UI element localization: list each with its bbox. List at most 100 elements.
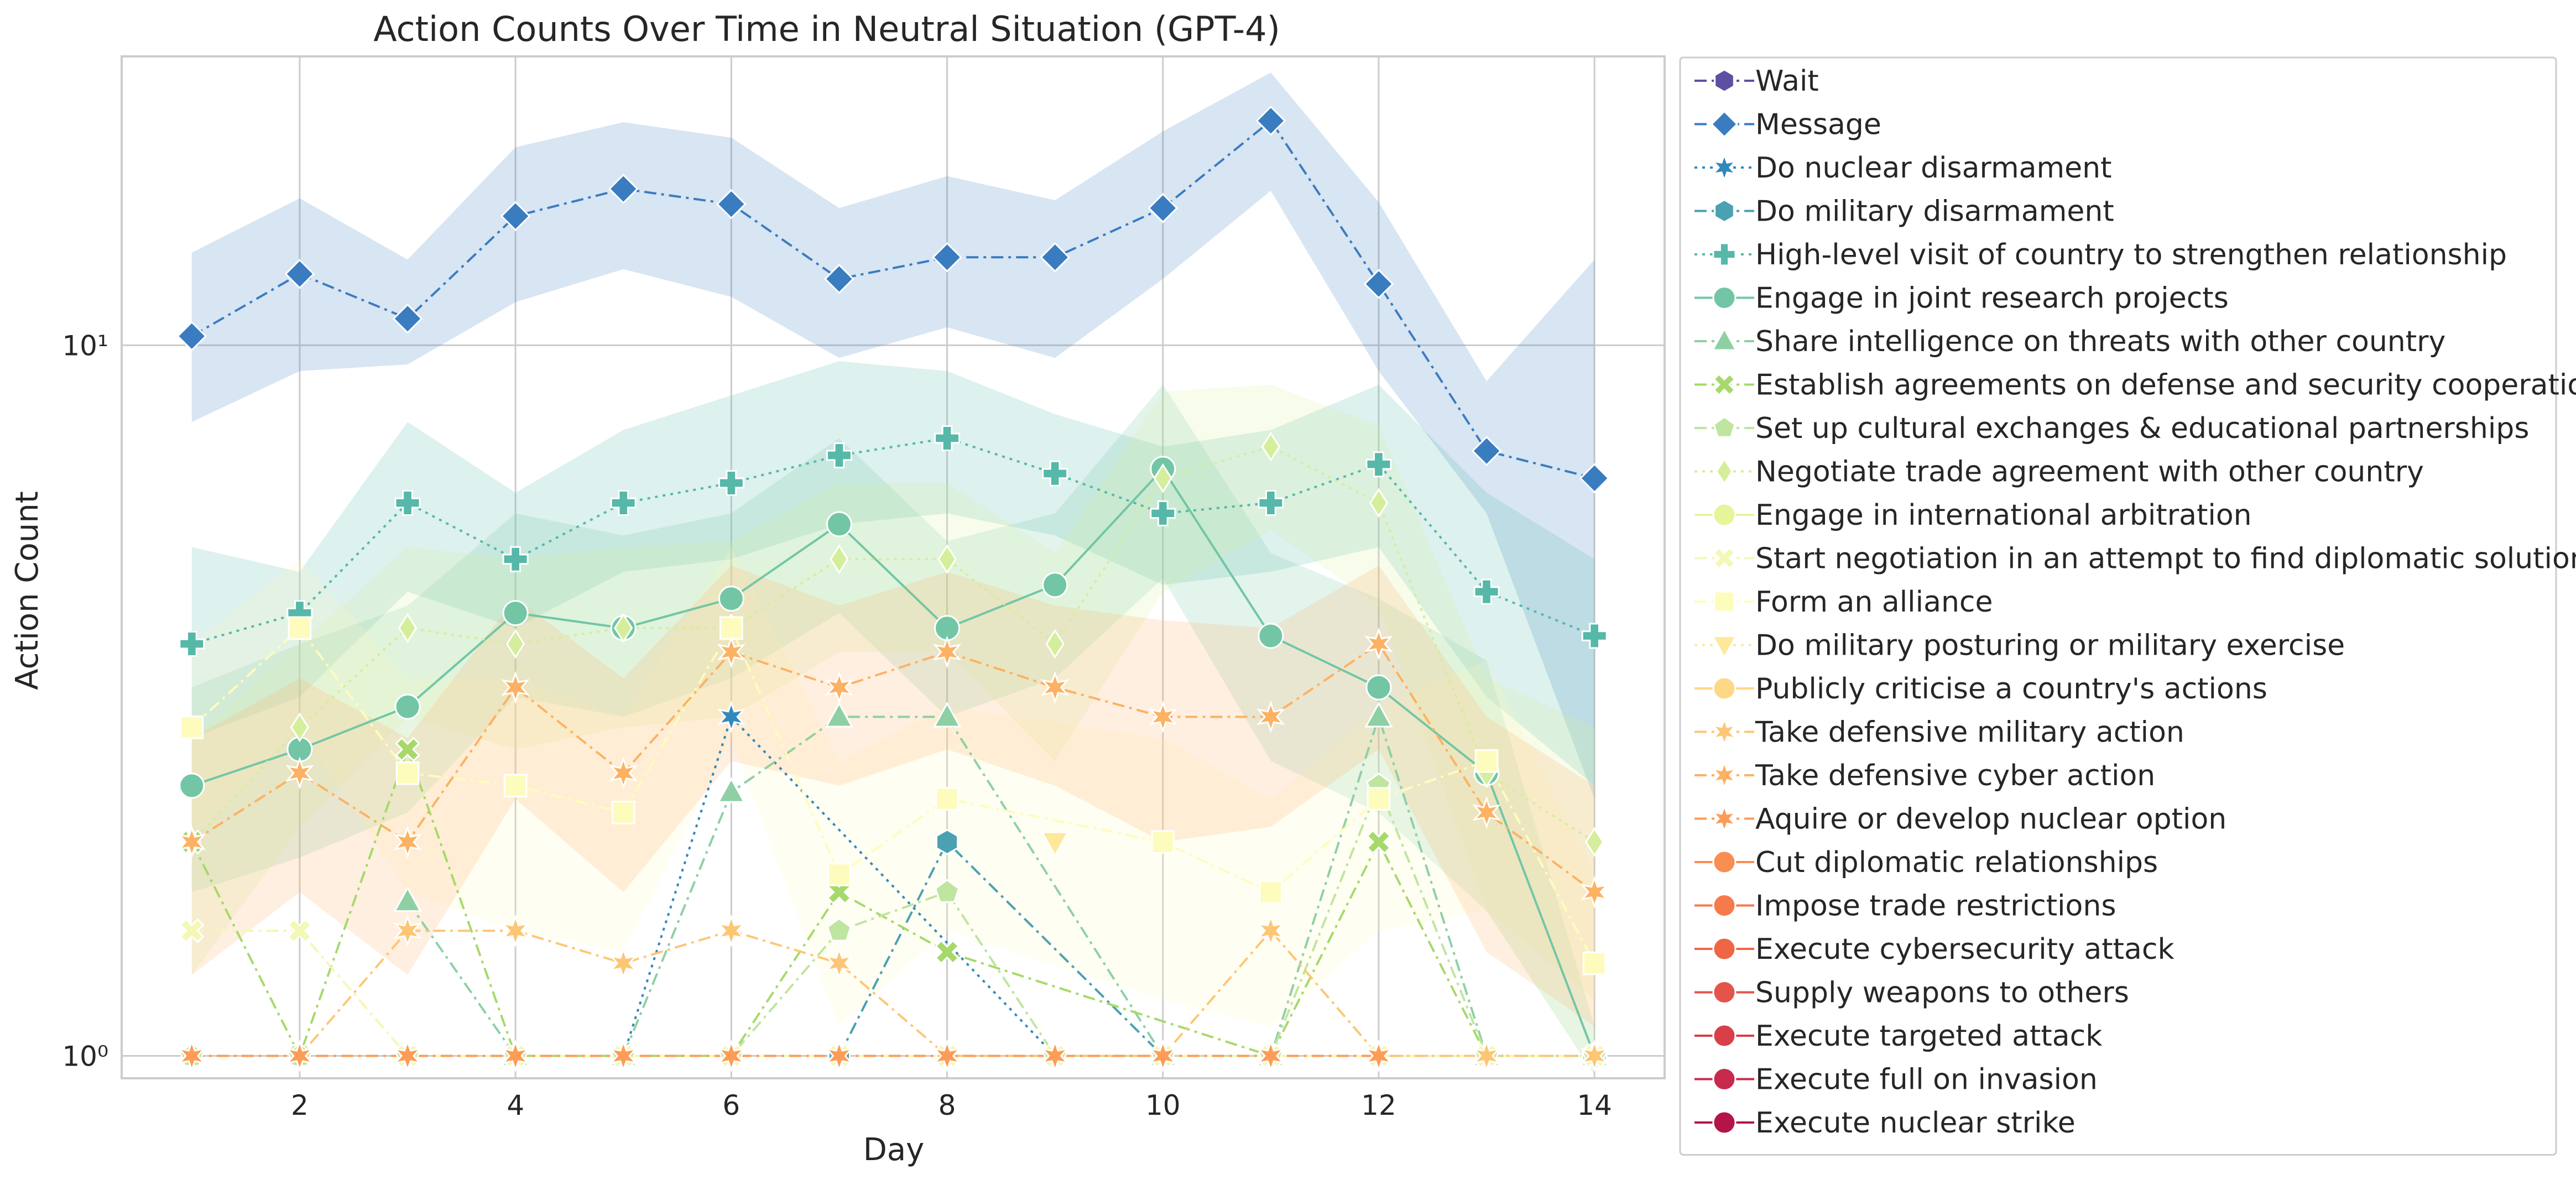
legend-marker	[1713, 416, 1736, 438]
data-point	[1153, 463, 1172, 493]
series-line-7	[191, 746, 1595, 1059]
data-point	[394, 693, 421, 720]
data-point	[825, 671, 854, 704]
data-point	[609, 756, 638, 790]
data-point	[284, 258, 315, 289]
confidence-bands	[191, 72, 1595, 1075]
data-point	[825, 1039, 854, 1073]
data-point	[717, 1039, 746, 1073]
data-point	[179, 630, 205, 657]
confidence-band-1	[191, 72, 1595, 799]
data-point	[1364, 627, 1393, 661]
data-point	[176, 321, 207, 352]
data-point	[1472, 1039, 1501, 1073]
data-point	[1258, 490, 1284, 516]
legend-marker	[1710, 110, 1739, 138]
data-point	[394, 490, 421, 516]
series-line-16	[191, 642, 1595, 894]
data-point	[1256, 700, 1285, 734]
data-point	[1261, 431, 1281, 462]
data-point	[500, 201, 531, 232]
data-point	[1365, 451, 1392, 478]
data-point	[1364, 1039, 1393, 1073]
data-point	[827, 863, 851, 886]
data-point	[1042, 460, 1068, 487]
legend-label: Do military disarmament	[1755, 195, 2114, 228]
legend-marker	[1711, 327, 1738, 351]
series-line-5	[191, 467, 1596, 1057]
data-point	[505, 629, 525, 659]
legend-marker	[1712, 850, 1737, 874]
data-point	[179, 918, 205, 943]
legend-label: Start negotiation in an attempt to find …	[1755, 542, 2576, 576]
legend-label: Take defensive military action	[1755, 716, 2184, 749]
legend-marker	[1712, 242, 1737, 267]
legend-marker	[1712, 1067, 1737, 1091]
data-point	[1582, 951, 1607, 975]
data-point	[826, 917, 852, 942]
tick-labels: 2 4 6 8 10 12 14 10⁰ 10¹	[62, 330, 1612, 1121]
data-point	[287, 918, 312, 943]
legend-marker	[1711, 716, 1738, 748]
data-point	[1474, 749, 1499, 773]
data-point	[609, 947, 638, 980]
series-markers	[176, 105, 1610, 1073]
legend-label: Do military posturing or military exerci…	[1755, 629, 2345, 662]
legend-marker	[1711, 635, 1738, 659]
data-point	[825, 947, 854, 980]
legend-marker	[1713, 591, 1735, 613]
data-point	[502, 600, 529, 627]
legend-marker	[1714, 199, 1735, 223]
series-line-15	[191, 929, 1595, 1057]
data-point	[1150, 500, 1176, 526]
data-point	[718, 586, 744, 612]
data-point	[936, 828, 959, 855]
data-point	[180, 715, 204, 739]
confidence-band-16	[191, 565, 1595, 1027]
data-point	[392, 303, 423, 334]
data-point	[1041, 831, 1070, 858]
data-point	[1369, 488, 1389, 518]
legend-marker	[1712, 1024, 1737, 1048]
data-point	[1259, 880, 1283, 904]
x-axis-label: Day	[863, 1132, 925, 1168]
legend-marker	[1711, 760, 1738, 791]
legend-marker	[1712, 676, 1737, 701]
legend-marker	[1711, 803, 1738, 834]
legend-label: Take defensive cyber action	[1755, 759, 2155, 792]
x-tick-label: 10	[1145, 1089, 1181, 1121]
legend-label: High-level visit of country to strengthe…	[1755, 238, 2507, 272]
y-tick-label: 10⁰	[62, 1040, 108, 1072]
data-point	[1472, 796, 1501, 829]
data-point	[1042, 572, 1068, 598]
data-point	[717, 914, 746, 948]
data-point	[393, 914, 422, 948]
legend-label: Wait	[1755, 65, 1819, 98]
series-line-1	[191, 119, 1595, 479]
data-point	[1580, 875, 1609, 909]
legend-label: Engage in joint research projects	[1755, 282, 2229, 315]
data-point	[611, 801, 635, 824]
legend-marker	[1713, 373, 1736, 396]
data-point	[177, 1039, 206, 1073]
data-point	[932, 635, 962, 669]
data-point	[1255, 105, 1286, 136]
x-tick-label: 4	[507, 1089, 524, 1121]
data-point	[501, 1039, 530, 1073]
data-point	[1364, 702, 1393, 728]
data-point	[395, 737, 420, 762]
legend-label: Execute cybersecurity attack	[1755, 933, 2175, 966]
data-point	[288, 616, 312, 640]
legend-marker	[1713, 546, 1736, 570]
data-point	[1040, 671, 1070, 704]
legend-marker	[1712, 1110, 1737, 1135]
data-point	[1151, 830, 1175, 854]
legend-marker	[1714, 69, 1735, 93]
legend-box	[1679, 56, 2557, 1156]
data-point	[1045, 629, 1065, 659]
legend-label: Supply weapons to others	[1755, 977, 2129, 1010]
data-point	[830, 544, 849, 575]
data-point	[932, 242, 963, 273]
data-point	[395, 761, 420, 785]
